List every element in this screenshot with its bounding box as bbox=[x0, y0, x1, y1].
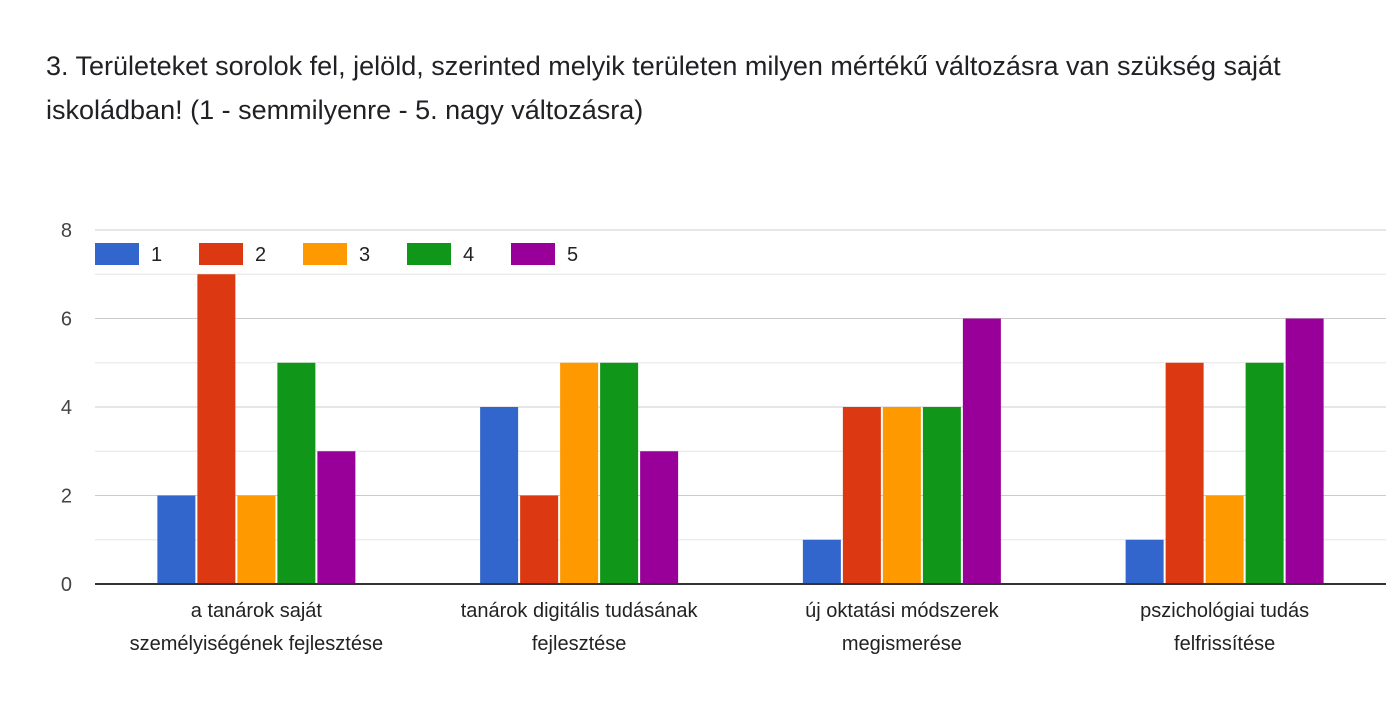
bar-series-5 bbox=[962, 318, 1001, 584]
bar-series-1 bbox=[157, 495, 196, 584]
x-category-label: személyiségének fejlesztése bbox=[130, 633, 383, 655]
y-tick-label: 4 bbox=[61, 397, 72, 419]
x-category-label: pszichológiai tudás bbox=[1140, 600, 1309, 622]
bar-series-5 bbox=[640, 451, 679, 584]
y-tick-label: 6 bbox=[61, 309, 72, 331]
legend-swatch-1 bbox=[95, 243, 139, 265]
legend-label: 4 bbox=[463, 244, 474, 266]
bar-series-5 bbox=[317, 451, 356, 584]
legend-swatch-3 bbox=[303, 243, 347, 265]
legend-label: 5 bbox=[567, 244, 578, 266]
bar-series-2 bbox=[842, 407, 881, 584]
bar-series-3 bbox=[237, 495, 276, 584]
bar-series-2 bbox=[1165, 362, 1204, 584]
legend-swatch-5 bbox=[511, 243, 555, 265]
y-tick-label: 8 bbox=[61, 220, 72, 242]
bar-series-3 bbox=[560, 362, 599, 584]
legend-swatch-4 bbox=[407, 243, 451, 265]
x-category-label: tanárok digitális tudásának bbox=[461, 600, 699, 622]
y-tick-label: 0 bbox=[61, 574, 72, 596]
bar-series-1 bbox=[802, 539, 841, 584]
x-category-label: a tanárok saját bbox=[191, 600, 323, 622]
bar-series-4 bbox=[922, 407, 961, 584]
legend-swatch-2 bbox=[199, 243, 243, 265]
x-category-label: felfrissítése bbox=[1174, 633, 1275, 655]
bar-series-2 bbox=[197, 274, 236, 584]
bar-series-3 bbox=[882, 407, 921, 584]
legend-label: 1 bbox=[151, 244, 162, 266]
bar-series-3 bbox=[1205, 495, 1244, 584]
legend-label: 2 bbox=[255, 244, 266, 266]
y-tick-label: 2 bbox=[61, 486, 72, 508]
legend-label: 3 bbox=[359, 244, 370, 266]
question-title: 3. Területeket sorolok fel, jelöld, szer… bbox=[46, 51, 1281, 125]
bar-series-4 bbox=[600, 362, 639, 584]
bar-series-1 bbox=[480, 407, 519, 584]
bar-series-4 bbox=[1245, 362, 1284, 584]
bar-series-5 bbox=[1285, 318, 1324, 584]
x-category-label: megismerése bbox=[842, 633, 962, 655]
bar-series-2 bbox=[520, 495, 559, 584]
bar-series-1 bbox=[1125, 539, 1164, 584]
x-category-label: új oktatási módszerek bbox=[805, 600, 999, 622]
x-category-label: fejlesztése bbox=[532, 633, 627, 655]
bar-series-4 bbox=[277, 362, 316, 584]
